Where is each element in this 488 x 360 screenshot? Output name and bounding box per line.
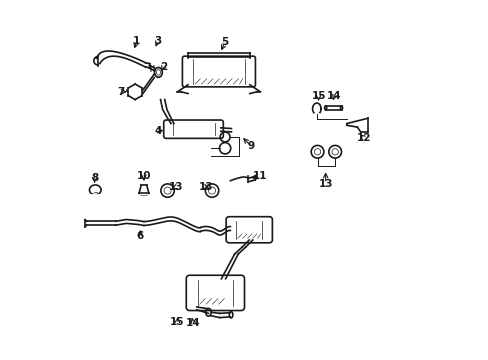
Text: 1: 1 [133, 36, 140, 46]
Text: 13: 13 [318, 179, 332, 189]
Text: 10: 10 [137, 171, 151, 181]
Text: 7: 7 [117, 87, 124, 97]
Text: 6: 6 [137, 231, 144, 242]
Text: 14: 14 [185, 318, 200, 328]
Text: 14: 14 [326, 91, 341, 101]
Text: 13: 13 [168, 182, 183, 192]
Text: 5: 5 [221, 37, 228, 48]
Text: 9: 9 [247, 141, 255, 152]
Text: 4: 4 [154, 126, 162, 136]
Text: 3: 3 [154, 36, 162, 46]
Text: 13: 13 [198, 182, 212, 192]
Text: 15: 15 [170, 317, 184, 327]
Text: 2: 2 [160, 62, 166, 72]
Text: 8: 8 [91, 173, 98, 183]
Text: 11: 11 [253, 171, 267, 181]
Text: 12: 12 [356, 133, 371, 143]
Text: 15: 15 [311, 91, 325, 101]
